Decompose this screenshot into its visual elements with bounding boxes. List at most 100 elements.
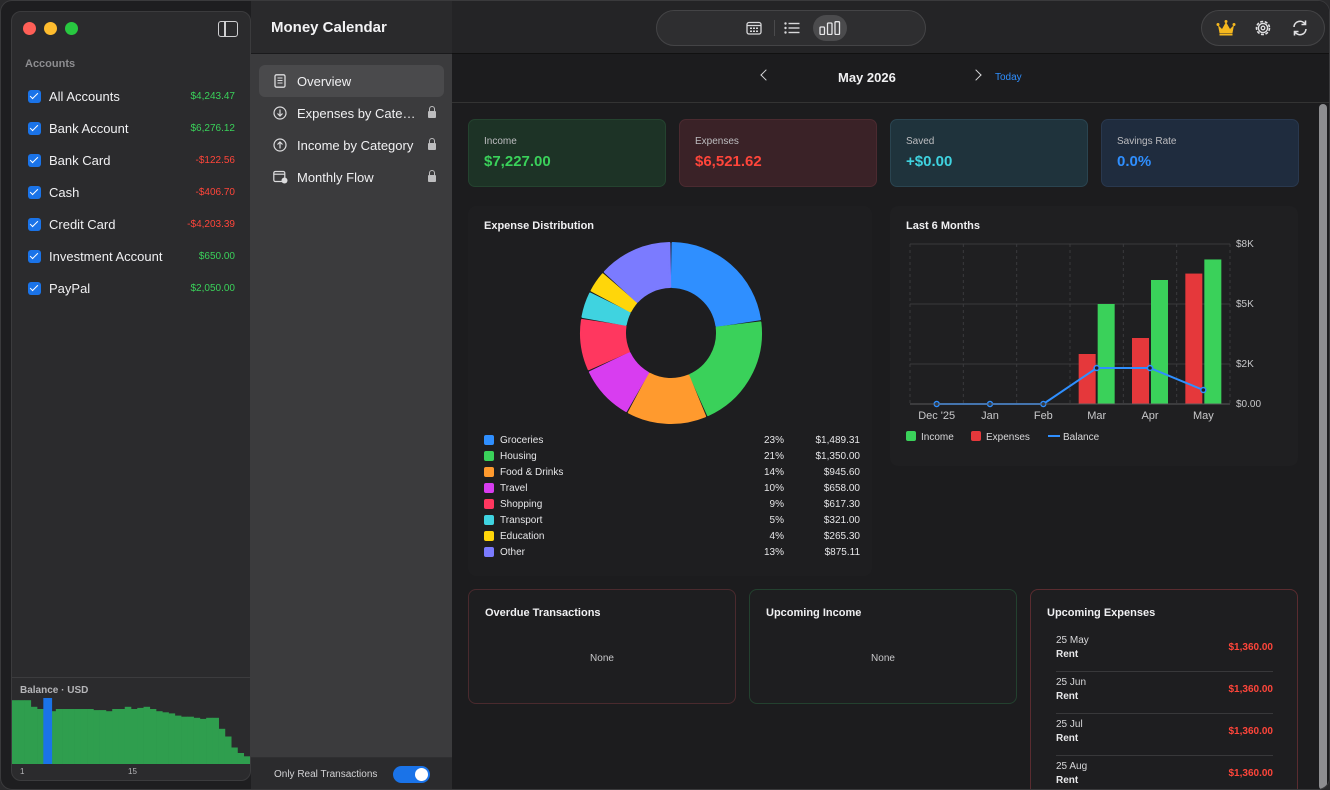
legend-percent: 5% <box>769 514 784 526</box>
legend-swatch <box>484 435 494 445</box>
account-row[interactable]: Credit Card -$4,203.39 <box>12 208 250 240</box>
legend-amount: $875.11 <box>824 546 860 558</box>
balance-panel-title: Balance · USD <box>20 685 89 696</box>
legend-percent: 13% <box>763 546 784 558</box>
legend-amount: $321.00 <box>823 514 860 526</box>
upcoming-income-empty: None <box>871 653 895 664</box>
account-row[interactable]: All Accounts $4,243.47 <box>12 80 250 112</box>
account-checkbox[interactable] <box>28 281 41 295</box>
account-checkbox[interactable] <box>28 217 41 231</box>
x-tick-label: Mar <box>1087 410 1106 422</box>
upcoming-expense-row[interactable]: 25 May Rent $1,360.00 <box>1056 630 1273 672</box>
previous-month-icon[interactable] <box>760 69 772 81</box>
account-row[interactable]: PayPal $2,050.00 <box>12 272 250 304</box>
chart-view-icon[interactable] <box>813 15 847 41</box>
expenses-bar[interactable] <box>1132 338 1149 404</box>
balance-bar <box>24 700 32 764</box>
upcoming-expense-row[interactable]: 25 Aug Rent $1,360.00 <box>1056 756 1273 789</box>
account-row[interactable]: Cash -$406.70 <box>12 176 250 208</box>
account-balance: -$122.56 <box>195 154 235 166</box>
list-view-icon[interactable] <box>775 15 809 41</box>
account-row[interactable]: Bank Account $6,276.12 <box>12 112 250 144</box>
account-checkbox[interactable] <box>28 89 41 103</box>
balance-bar <box>80 709 88 764</box>
y-tick-label: $5K <box>1236 299 1254 310</box>
account-checkbox[interactable] <box>28 153 41 167</box>
legend-percent: 14% <box>763 466 784 478</box>
expense-donut-chart[interactable] <box>578 240 764 426</box>
accounts-sidebar: Accounts All Accounts $4,243.47 Bank Accou… <box>11 11 251 781</box>
account-row[interactable]: Investment Account $650.00 <box>12 240 250 272</box>
distribution-title: Expense Distribution <box>484 220 595 232</box>
income-bar[interactable] <box>1151 280 1168 404</box>
account-checkbox[interactable] <box>28 249 41 263</box>
history-bar-chart[interactable]: $0.00 $2K $5K $8K Dec '25 Jan Feb Mar Apr May Inco… <box>890 234 1298 466</box>
nav-item[interactable]: Monthly Flow <box>259 161 444 193</box>
real-transactions-label: Only Real Transactions <box>274 769 378 780</box>
savings-rate-card: Savings Rate 0.0% <box>1101 119 1299 187</box>
balance-tick-1: 1 <box>20 767 25 776</box>
upcoming-expense-row[interactable]: 25 Jun Rent $1,360.00 <box>1056 672 1273 714</box>
legend-row: Travel 10% $658.00 <box>484 480 860 496</box>
account-checkbox[interactable] <box>28 121 41 135</box>
balance-bar <box>112 709 119 764</box>
donut-slice[interactable] <box>670 242 761 327</box>
balance-bar <box>181 716 188 764</box>
zoom-window-button[interactable] <box>65 22 78 35</box>
balance-bar <box>105 711 113 764</box>
balance-point[interactable] <box>1093 364 1100 372</box>
expenses-bar[interactable] <box>1078 354 1096 404</box>
real-transactions-toggle[interactable] <box>393 766 430 783</box>
donut-slice[interactable] <box>627 372 707 424</box>
expense-amount: $1,360.00 <box>1228 642 1274 653</box>
account-balance: -$406.70 <box>195 186 235 198</box>
balance-bar <box>231 747 238 764</box>
donut-slice[interactable] <box>590 273 638 313</box>
donut-slice[interactable] <box>581 292 631 326</box>
legend-amount: $1,489.31 <box>815 434 861 446</box>
balance-bar <box>212 717 219 764</box>
nav-item[interactable]: Overview <box>259 65 444 97</box>
calendar-view-icon[interactable] <box>737 15 771 41</box>
income-bar[interactable] <box>1097 304 1115 404</box>
balance-bar <box>99 710 107 764</box>
next-month-icon[interactable] <box>970 69 982 81</box>
upcoming-expense-row[interactable]: 25 Jul Rent $1,360.00 <box>1056 714 1273 756</box>
nav-item-label: Expenses by Category <box>297 105 422 121</box>
last-6-months-panel: Last 6 Months $0.00 $2K $5K $8K Dec '25 Jan Fe… <box>890 206 1298 466</box>
legend-swatch <box>484 515 494 525</box>
close-window-button[interactable] <box>23 22 36 35</box>
income-bar[interactable] <box>1204 259 1222 404</box>
account-checkbox[interactable] <box>28 185 41 199</box>
legend-swatch <box>484 531 494 541</box>
saved-card: Saved +$0.00 <box>890 119 1088 187</box>
balance-bar <box>193 717 201 764</box>
arrow-down-circle-icon <box>273 106 287 120</box>
balance-bar <box>131 709 138 764</box>
legend-swatch <box>906 431 916 441</box>
balance-point[interactable] <box>1146 364 1154 372</box>
nav-item[interactable]: Expenses by Category <box>259 97 444 129</box>
expenses-bar[interactable] <box>1185 273 1203 404</box>
balance-point[interactable] <box>1200 386 1207 394</box>
main-scrollbar[interactable] <box>1319 104 1327 789</box>
balance-bar <box>12 700 19 764</box>
right-toolbar <box>1201 10 1325 46</box>
balance-bar <box>74 709 82 764</box>
app-title: Money Calendar <box>271 19 387 36</box>
donut-slice[interactable] <box>588 351 650 412</box>
sync-icon[interactable] <box>1287 15 1313 41</box>
crown-icon[interactable] <box>1213 15 1239 41</box>
nav-item[interactable]: Income by Category <box>259 129 444 161</box>
today-button[interactable]: Today <box>995 72 1022 83</box>
legend-category: Education <box>500 530 545 542</box>
expense-date: 25 Aug <box>1056 761 1088 772</box>
donut-slice[interactable] <box>580 318 630 371</box>
sidebar-toggle-icon[interactable] <box>218 21 238 37</box>
donut-slice[interactable] <box>603 242 672 303</box>
donut-slice[interactable] <box>688 321 762 417</box>
gear-icon[interactable] <box>1250 15 1276 41</box>
account-row[interactable]: Bank Card -$122.56 <box>12 144 250 176</box>
minimize-window-button[interactable] <box>44 22 57 35</box>
balance-mini-chart[interactable] <box>12 698 250 764</box>
